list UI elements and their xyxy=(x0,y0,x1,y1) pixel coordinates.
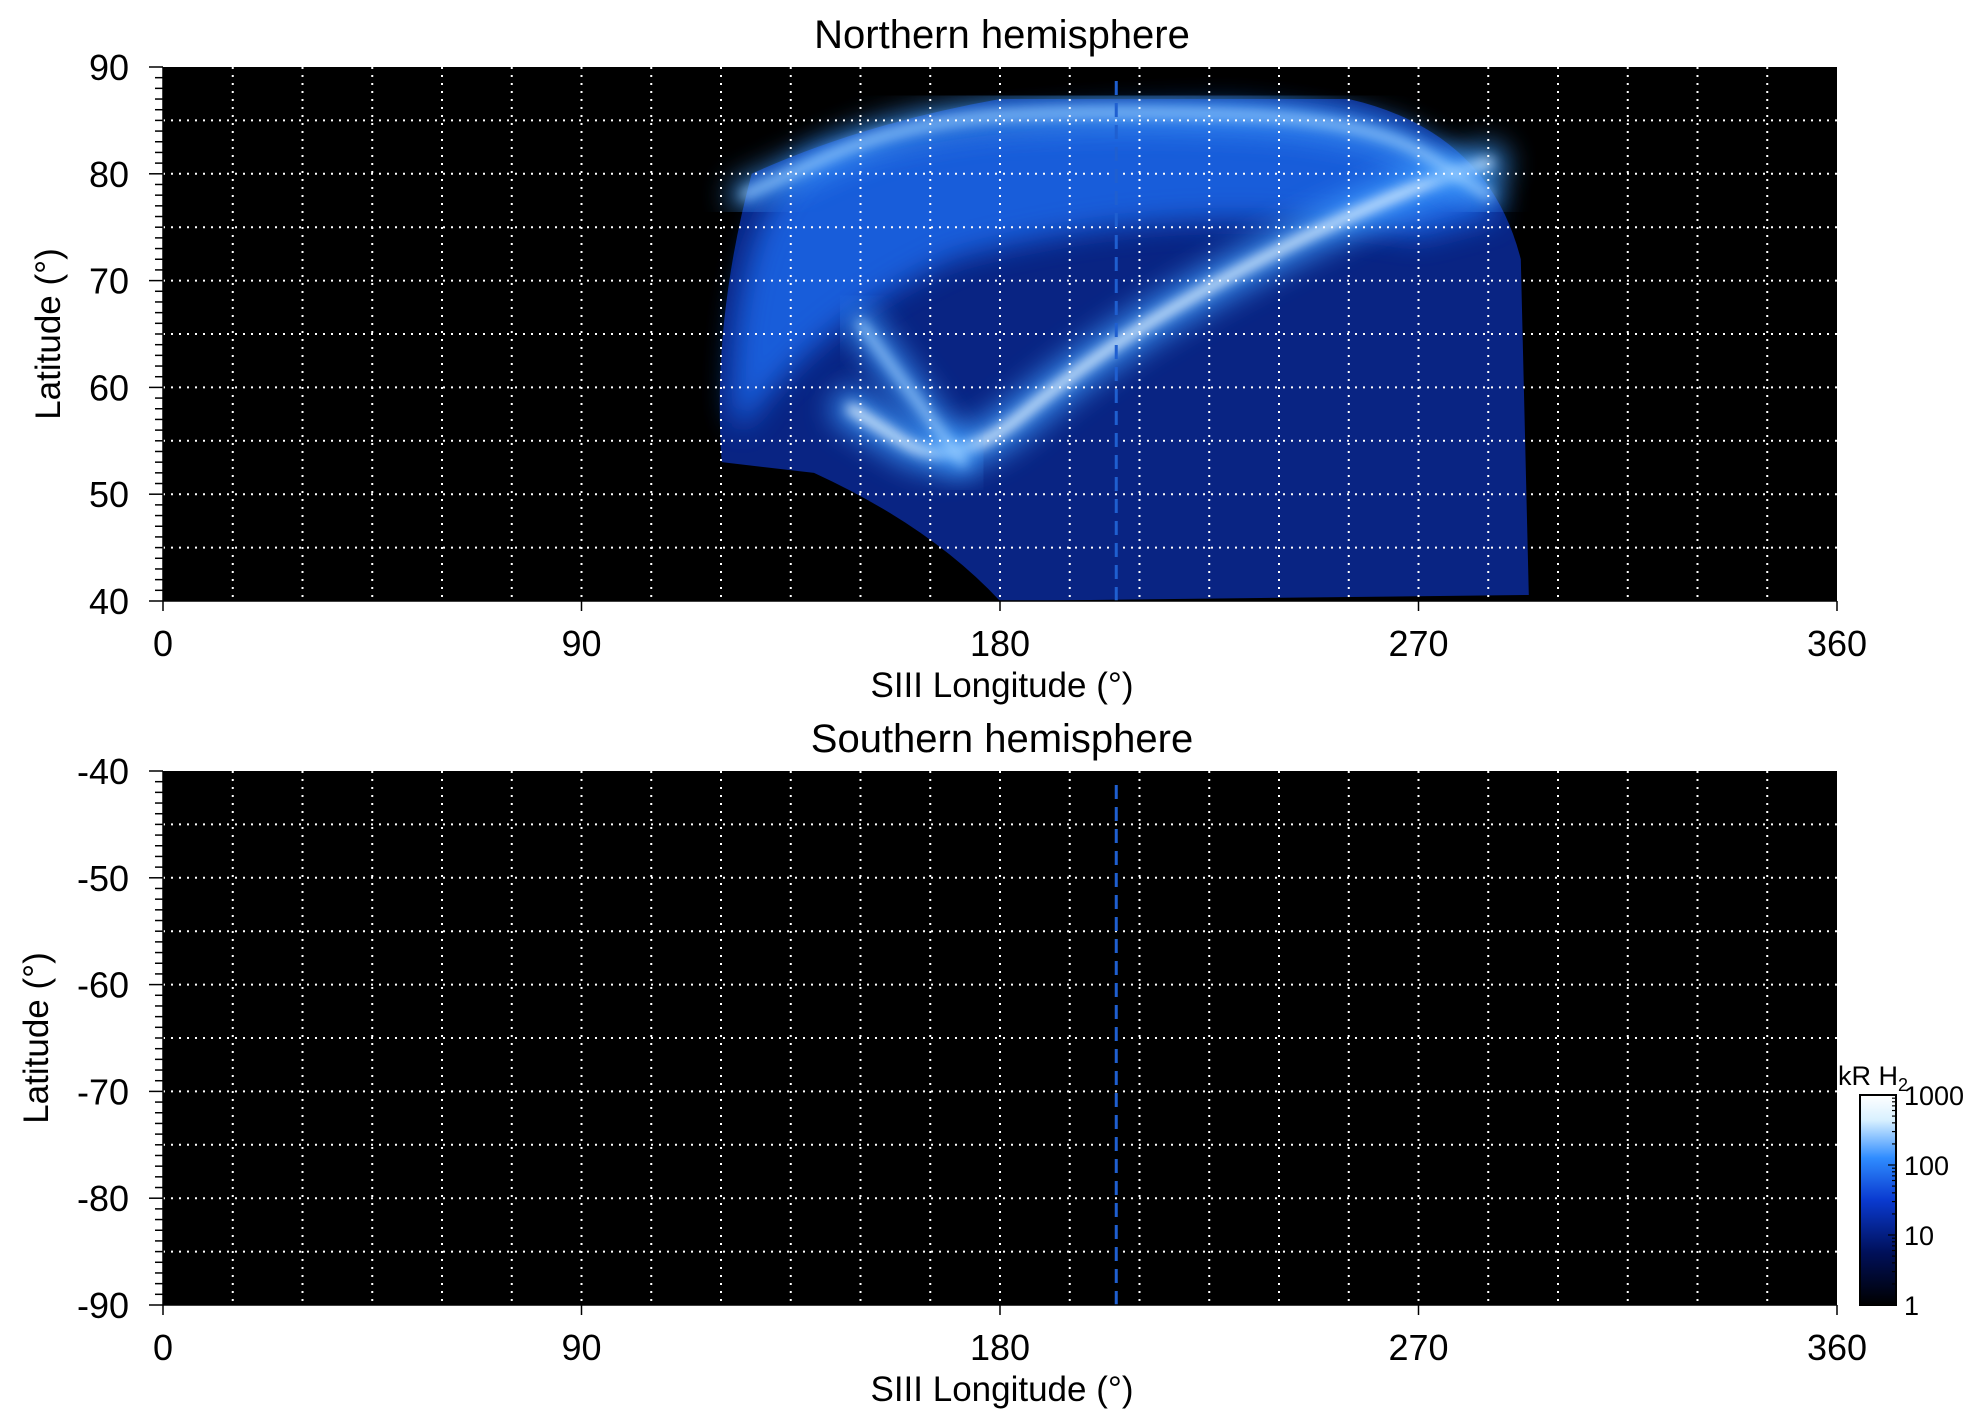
x-tick-label: 90 xyxy=(561,623,601,664)
colorbar-tick-label: 100 xyxy=(1904,1151,1949,1181)
x-tick-label: 90 xyxy=(561,1327,601,1368)
grid-lines xyxy=(163,771,1837,1305)
northern-hemisphere-panel: Northern hemisphere 0 90 180 270 360 40 50 60 7… xyxy=(29,13,1867,705)
y-minor-ticks xyxy=(149,770,163,1306)
colorbar-tick-label: 1000 xyxy=(1904,1081,1964,1111)
emission-layer xyxy=(719,97,1529,601)
x-tick-label: 360 xyxy=(1807,1327,1867,1368)
y-tick-label: -80 xyxy=(77,1178,129,1219)
y-tick-label: 60 xyxy=(89,367,129,408)
y-tick-label: -60 xyxy=(77,965,129,1006)
y-axis-label: Latitude (°) xyxy=(17,952,56,1124)
y-axis-ticks: -40 -50 -60 -70 -80 -90 xyxy=(77,751,164,1326)
x-tick-label: 270 xyxy=(1388,623,1448,664)
x-tick-label: 0 xyxy=(153,1327,173,1368)
y-tick-label: 50 xyxy=(89,474,129,515)
colorbar-gradient xyxy=(1859,1094,1897,1306)
y-tick-label: -90 xyxy=(77,1285,129,1326)
emission-feature xyxy=(856,319,967,467)
x-axis-ticks: 0 90 180 270 360 xyxy=(153,1304,1867,1368)
y-minor-ticks xyxy=(149,66,163,602)
colorbar-tick-label: 10 xyxy=(1904,1221,1934,1251)
panel-title: Southern hemisphere xyxy=(811,717,1193,761)
high-latitude-band xyxy=(731,107,1501,431)
x-axis-label: SIII Longitude (°) xyxy=(870,666,1133,705)
y-tick-label: -70 xyxy=(77,1071,129,1112)
grid-lines xyxy=(163,67,1837,601)
y-tick-label: -50 xyxy=(77,858,129,899)
y-axis-ticks: 40 50 60 70 80 90 xyxy=(89,47,164,622)
x-tick-label: 270 xyxy=(1388,1327,1448,1368)
colorbar-tick-label: 1 xyxy=(1904,1291,1919,1321)
y-tick-label: 70 xyxy=(89,261,129,302)
x-tick-label: 180 xyxy=(970,623,1030,664)
colorbar-ticks: 1 10 100 1000 xyxy=(1888,1081,1964,1321)
y-axis-label: Latitude (°) xyxy=(29,248,68,420)
y-tick-label: 80 xyxy=(89,154,129,195)
panel-title: Northern hemisphere xyxy=(814,13,1190,57)
x-tick-label: 180 xyxy=(970,1327,1030,1368)
y-tick-label: 40 xyxy=(89,581,129,622)
colorbar: kR H2 1 10 100 1000 xyxy=(1838,1061,1964,1321)
x-axis-label: SIII Longitude (°) xyxy=(870,1370,1133,1409)
colorbar-label: kR H2 xyxy=(1838,1061,1908,1095)
y-tick-label: -40 xyxy=(77,751,129,792)
x-tick-label: 0 xyxy=(153,623,173,664)
southern-hemisphere-panel: Southern hemisphere 0 90 180 270 360 -40-50-… xyxy=(17,717,1867,1409)
x-tick-label: 360 xyxy=(1807,623,1867,664)
x-axis-ticks: 0 90 180 270 360 xyxy=(153,600,1867,664)
y-tick-label: 90 xyxy=(89,47,129,88)
